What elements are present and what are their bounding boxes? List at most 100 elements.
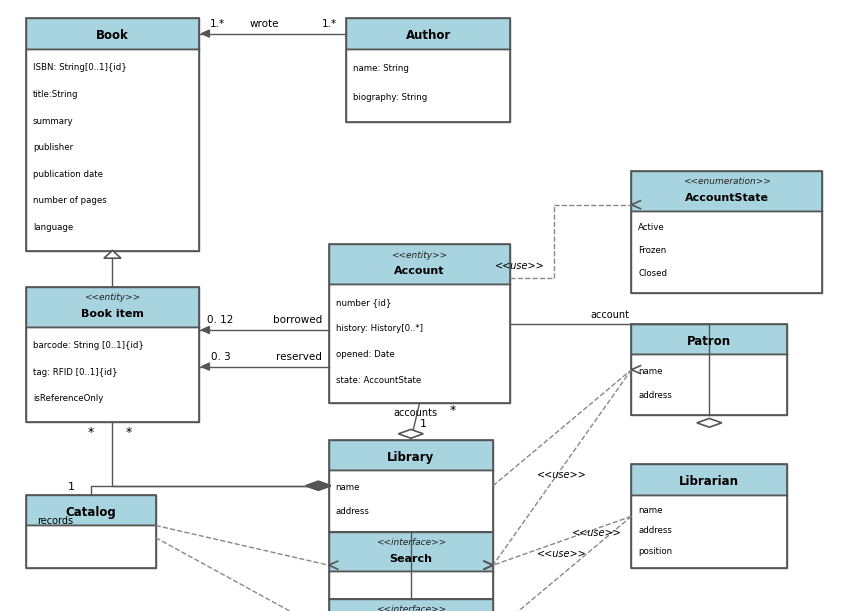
Text: address: address [638, 391, 672, 400]
Text: address: address [638, 527, 672, 535]
Bar [26, 495, 156, 525]
Bar [329, 599, 493, 611]
Text: Search: Search [389, 554, 432, 563]
Bar [346, 49, 510, 122]
Text: <<interface>>: <<interface>> [375, 538, 446, 547]
Text: account: account [590, 310, 630, 320]
Text: <<entity>>: <<entity>> [392, 251, 447, 260]
Text: number {id}: number {id} [336, 298, 391, 307]
Bar [26, 287, 199, 327]
Text: state: AccountState: state: AccountState [336, 376, 421, 385]
Polygon shape [306, 481, 330, 490]
Text: 0. 12: 0. 12 [208, 315, 234, 325]
Text: name: String: name: String [353, 64, 409, 73]
Text: name: name [638, 506, 663, 515]
Text: AccountState: AccountState [684, 193, 769, 203]
Text: 1: 1 [420, 419, 426, 429]
Text: title:String: title:String [33, 90, 79, 99]
Text: *: * [87, 426, 94, 439]
Text: position: position [638, 547, 672, 556]
Bar [329, 440, 493, 532]
Bar [631, 354, 787, 415]
Text: Account: Account [394, 266, 445, 276]
Bar [631, 171, 822, 293]
Text: publisher: publisher [33, 143, 73, 152]
Polygon shape [306, 481, 330, 490]
Text: <<use>>: <<use>> [537, 470, 587, 480]
Text: <<enumeration>>: <<enumeration>> [682, 177, 771, 186]
Text: <<use>>: <<use>> [537, 549, 587, 559]
Text: records: records [37, 516, 74, 526]
Text: <<interface>>: <<interface>> [375, 605, 446, 611]
Bar [346, 18, 510, 122]
Bar [329, 440, 493, 470]
Text: isReferenceOnly: isReferenceOnly [33, 394, 103, 403]
Bar [26, 495, 156, 568]
Text: Frozen: Frozen [638, 246, 667, 255]
Bar [631, 495, 787, 568]
Text: Library: Library [388, 451, 434, 464]
Text: number of pages: number of pages [33, 196, 106, 205]
Text: wrote: wrote [249, 19, 279, 29]
Bar [631, 211, 822, 293]
Text: language: language [33, 222, 74, 232]
Text: name: name [336, 483, 360, 492]
Text: 0. 3: 0. 3 [211, 352, 230, 362]
Text: biography: String: biography: String [353, 93, 427, 101]
Bar [631, 324, 787, 354]
Polygon shape [202, 326, 209, 334]
Bar [631, 464, 787, 568]
Text: <<use>>: <<use>> [495, 261, 545, 271]
Text: 1.*: 1.* [323, 19, 337, 29]
Text: 1: 1 [68, 482, 75, 492]
Text: summary: summary [33, 117, 74, 125]
Text: *: * [450, 404, 456, 417]
Text: Book: Book [96, 29, 129, 42]
Bar [26, 18, 199, 251]
Bar [329, 532, 493, 599]
Text: borrowed: borrowed [272, 315, 322, 325]
Text: <<entity>>: <<entity>> [85, 293, 140, 302]
Text: *: * [125, 426, 131, 439]
Bar [329, 244, 510, 284]
Text: Author: Author [406, 29, 451, 42]
Bar [329, 571, 493, 599]
Text: Closed: Closed [638, 269, 668, 278]
Text: Patron: Patron [687, 335, 732, 348]
Bar [329, 244, 510, 403]
Polygon shape [104, 251, 121, 258]
Text: accounts: accounts [393, 408, 438, 418]
Bar [346, 18, 510, 49]
Text: name: name [638, 367, 663, 376]
Bar [26, 49, 199, 251]
Bar [631, 171, 822, 211]
Text: barcode: String [0..1]{id}: barcode: String [0..1]{id} [33, 342, 144, 350]
Text: <<use>>: <<use>> [572, 528, 622, 538]
Text: 1.*: 1.* [209, 19, 224, 29]
Text: Librarian: Librarian [679, 475, 740, 488]
Bar [329, 284, 510, 403]
Text: publication date: publication date [33, 170, 103, 178]
Bar [26, 327, 199, 422]
Text: address: address [336, 507, 369, 516]
Polygon shape [697, 419, 721, 427]
Text: Catalog: Catalog [66, 506, 116, 519]
Bar [26, 18, 199, 49]
Bar [631, 464, 787, 495]
Polygon shape [202, 30, 209, 37]
Text: ISBN: String[0..1]{id}: ISBN: String[0..1]{id} [33, 64, 127, 73]
Text: opened: Date: opened: Date [336, 350, 394, 359]
Text: tag: RFID [0..1]{id}: tag: RFID [0..1]{id} [33, 368, 118, 376]
Text: Book item: Book item [81, 309, 144, 319]
Text: history: History[0..*]: history: History[0..*] [336, 324, 423, 333]
Bar [329, 532, 493, 571]
Bar [329, 599, 493, 611]
Polygon shape [399, 430, 423, 438]
Bar [631, 324, 787, 415]
Bar [26, 525, 156, 568]
Text: reserved: reserved [276, 352, 322, 362]
Bar [329, 470, 493, 532]
Bar [26, 287, 199, 422]
Polygon shape [202, 363, 209, 370]
Text: Active: Active [638, 224, 665, 232]
